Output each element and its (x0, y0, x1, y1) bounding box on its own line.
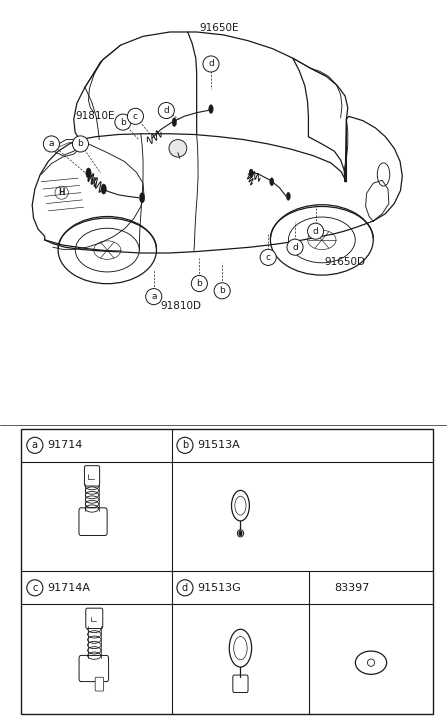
Text: a: a (151, 292, 156, 301)
Ellipse shape (94, 241, 121, 260)
Text: 91513A: 91513A (198, 441, 240, 450)
Text: c: c (32, 583, 38, 593)
Text: b: b (182, 441, 188, 450)
Text: d: d (313, 227, 318, 236)
Ellipse shape (139, 193, 145, 203)
Text: a: a (49, 140, 54, 148)
Text: 91714A: 91714A (47, 583, 90, 593)
Text: d: d (292, 243, 298, 252)
Ellipse shape (203, 56, 219, 72)
Text: 91513G: 91513G (198, 583, 241, 593)
Text: c: c (266, 253, 271, 262)
Ellipse shape (146, 289, 162, 305)
Ellipse shape (308, 223, 324, 239)
Ellipse shape (127, 108, 143, 124)
Text: H: H (59, 188, 65, 197)
Text: 91810D: 91810D (160, 301, 201, 311)
Text: b: b (197, 279, 202, 288)
Ellipse shape (191, 276, 207, 292)
Text: b: b (219, 286, 225, 295)
FancyBboxPatch shape (79, 656, 109, 682)
Text: d: d (164, 106, 169, 115)
Ellipse shape (237, 530, 244, 537)
Ellipse shape (72, 136, 89, 152)
Ellipse shape (101, 184, 106, 194)
Ellipse shape (86, 168, 91, 178)
Ellipse shape (158, 103, 174, 119)
Ellipse shape (75, 228, 139, 272)
Text: 83397: 83397 (334, 583, 369, 593)
FancyBboxPatch shape (84, 466, 100, 486)
FancyBboxPatch shape (233, 675, 248, 693)
Text: d: d (208, 60, 214, 68)
FancyBboxPatch shape (95, 678, 104, 691)
Bar (21, 429, 433, 714)
Ellipse shape (177, 437, 193, 454)
Text: b: b (78, 140, 83, 148)
Text: 91650E: 91650E (199, 23, 239, 33)
Ellipse shape (27, 437, 43, 454)
Ellipse shape (260, 249, 276, 265)
Text: 91810E: 91810E (76, 111, 115, 121)
Text: b: b (120, 118, 126, 126)
FancyBboxPatch shape (86, 608, 103, 629)
Text: a: a (32, 441, 38, 450)
Ellipse shape (270, 177, 274, 186)
Text: c: c (133, 112, 138, 121)
Text: d: d (182, 583, 188, 593)
Circle shape (239, 531, 242, 536)
Ellipse shape (209, 105, 213, 113)
Ellipse shape (286, 192, 291, 200)
Ellipse shape (249, 169, 253, 177)
Ellipse shape (43, 136, 59, 152)
Ellipse shape (308, 230, 336, 249)
FancyBboxPatch shape (79, 508, 107, 536)
Ellipse shape (177, 579, 193, 596)
Ellipse shape (214, 283, 230, 299)
Ellipse shape (27, 579, 43, 596)
Ellipse shape (115, 114, 131, 130)
Text: 91714: 91714 (47, 441, 83, 450)
Ellipse shape (169, 140, 187, 157)
Ellipse shape (287, 239, 303, 255)
Ellipse shape (288, 217, 355, 262)
Ellipse shape (172, 118, 177, 126)
Text: 91650D: 91650D (324, 257, 365, 267)
